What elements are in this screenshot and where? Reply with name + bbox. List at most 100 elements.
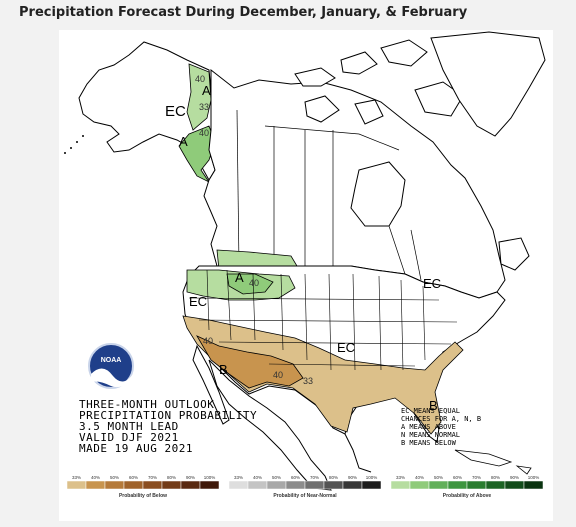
a-label-alaska-south: A	[179, 134, 188, 149]
scale-above-swatch	[485, 480, 506, 490]
scale-below-swatch	[142, 480, 163, 490]
us-state-borders	[188, 269, 458, 371]
scale-above-tick: 40%	[415, 475, 424, 480]
gulf-coast	[344, 433, 372, 473]
precipitation-outlook-map: EC A A A EC EC EC B B 40 33 40 40 40 40 …	[64, 31, 546, 499]
scale-below-tick: 80%	[167, 475, 176, 480]
outlook-subtitle: PRECIPITATION PROBABILITY	[79, 409, 257, 422]
outlook-made: MADE 19 AUG 2021	[79, 442, 193, 455]
scale-below-swatch	[161, 480, 182, 490]
canada-province-borders	[236, 109, 422, 281]
probability-color-scale: 33% 40% 50% 60% 70% 80% 90% 100% Probability of …	[66, 475, 544, 499]
scale-normal-tick: 100%	[366, 475, 378, 480]
scale-normal-swatch	[285, 480, 306, 490]
caribbean-islands	[454, 449, 532, 475]
scale-normal-swatch	[323, 480, 344, 490]
contour-label-40-southwest: 40	[203, 336, 213, 346]
noaa-logo-text: NOAA	[101, 357, 122, 364]
scale-below-tick: 90%	[186, 475, 195, 480]
scale-below-tick: 33%	[72, 475, 81, 480]
scale-below: 33% 40% 50% 60% 70% 80% 90% 100% Probability of …	[66, 475, 220, 499]
aleutian-islands	[64, 135, 84, 154]
scale-normal-swatch	[266, 480, 287, 490]
page-title: Precipitation Forecast During December, …	[19, 5, 468, 20]
scale-normal-tick: 80%	[329, 475, 338, 480]
scale-normal-tick: 40%	[253, 475, 262, 480]
legend-key-above: A MEANS ABOVE	[401, 423, 456, 431]
scale-above-swatch	[390, 480, 411, 490]
scale-normal-tick: 60%	[291, 475, 300, 480]
contour-label-40-alaska-south: 40	[199, 128, 209, 138]
scale-above-title: Probability of Above	[443, 493, 492, 499]
a-label-alaska-north: A	[202, 83, 211, 98]
ec-label-east: EC	[423, 276, 441, 291]
contour-label-33-texas: 33	[303, 376, 313, 386]
outlook-map-panel: EC A A A EC EC EC B B 40 33 40 40 40 40 …	[59, 30, 553, 521]
northwest-above-zone-mid	[226, 273, 274, 295]
scale-normal-swatch	[228, 480, 249, 490]
scale-below-swatch	[199, 480, 220, 490]
outlook-title: THREE-MONTH OUTLOOK	[79, 398, 214, 411]
scale-below-swatch	[66, 480, 87, 490]
south-below-zone-light	[182, 315, 464, 435]
a-label-northwest: A	[235, 270, 244, 285]
legend-key-ec: EC MEANS EQUAL	[401, 407, 460, 415]
scale-above-tick: 60%	[453, 475, 462, 480]
scale-above-tick: 50%	[434, 475, 443, 480]
mexico-landmass	[208, 359, 332, 491]
greenland	[430, 31, 546, 137]
scale-below-swatch	[85, 480, 106, 490]
scale-above-tick: 100%	[528, 475, 540, 480]
scale-normal-tick: 50%	[272, 475, 281, 480]
scale-below-tick: 40%	[91, 475, 100, 480]
scale-below-swatch	[104, 480, 125, 490]
ec-label-west: EC	[189, 294, 207, 309]
legend-key-chances: CHANCES FOR A, N, B	[401, 415, 481, 423]
scale-below-swatch	[123, 480, 144, 490]
scale-below-tick: 70%	[148, 475, 157, 480]
scale-below-tick: 50%	[110, 475, 119, 480]
b-label-florida: B	[429, 398, 438, 413]
scale-above-swatch	[523, 480, 544, 490]
contour-label-40-alaska-north: 40	[195, 74, 205, 84]
scale-above: 33% 40% 50% 60% 70% 80% 90% 100% Probability of …	[390, 475, 544, 499]
scale-above-tick: 33%	[396, 475, 405, 480]
scale-normal-tick: 33%	[234, 475, 243, 480]
scale-above-tick: 90%	[510, 475, 519, 480]
scale-normal-title: Probability of Near-Normal	[273, 493, 337, 499]
scale-above-swatch	[409, 480, 430, 490]
scale-above-tick: 80%	[491, 475, 500, 480]
arctic-archipelago	[294, 39, 464, 125]
scale-above-swatch	[466, 480, 487, 490]
scale-above-swatch	[504, 480, 525, 490]
scale-below-tick: 60%	[129, 475, 138, 480]
scale-below-title: Probability of Below	[119, 493, 167, 499]
ec-label-central: EC	[337, 340, 355, 355]
scale-normal: 33% 40% 50% 60% 70% 80% 90% 100% Probability of …	[228, 475, 382, 499]
south-below-zone-mid	[196, 335, 304, 389]
outlook-lead: 3.5 MONTH LEAD	[79, 420, 179, 433]
legend-key-below: B MEANS BELOW	[401, 439, 457, 447]
scale-below-swatch	[180, 480, 201, 490]
contour-label-40-newmexico: 40	[273, 370, 283, 380]
contour-label-40-northwest: 40	[249, 278, 259, 288]
scale-above-swatch	[447, 480, 468, 490]
scale-normal-tick: 70%	[310, 475, 319, 480]
contour-label-33-alaska: 33	[199, 102, 209, 112]
scale-normal-swatch	[304, 480, 325, 490]
noaa-logo: NOAA	[88, 343, 134, 389]
alaska-above-zone	[186, 63, 212, 131]
newfoundland	[498, 237, 530, 271]
baja-california	[192, 344, 230, 425]
b-label-southwest: B	[219, 362, 228, 377]
outlook-valid: VALID DJF 2021	[79, 431, 179, 444]
scale-normal-tick: 90%	[348, 475, 357, 480]
scale-normal-swatch	[247, 480, 268, 490]
scale-below-tick: 100%	[204, 475, 216, 480]
scale-above-tick: 70%	[472, 475, 481, 480]
scale-normal-swatch	[361, 480, 382, 490]
scale-normal-swatch	[342, 480, 363, 490]
legend-key-normal: N MEANS NORMAL	[401, 431, 460, 439]
ec-label-alaska: EC	[165, 103, 186, 120]
scale-above-swatch	[428, 480, 449, 490]
